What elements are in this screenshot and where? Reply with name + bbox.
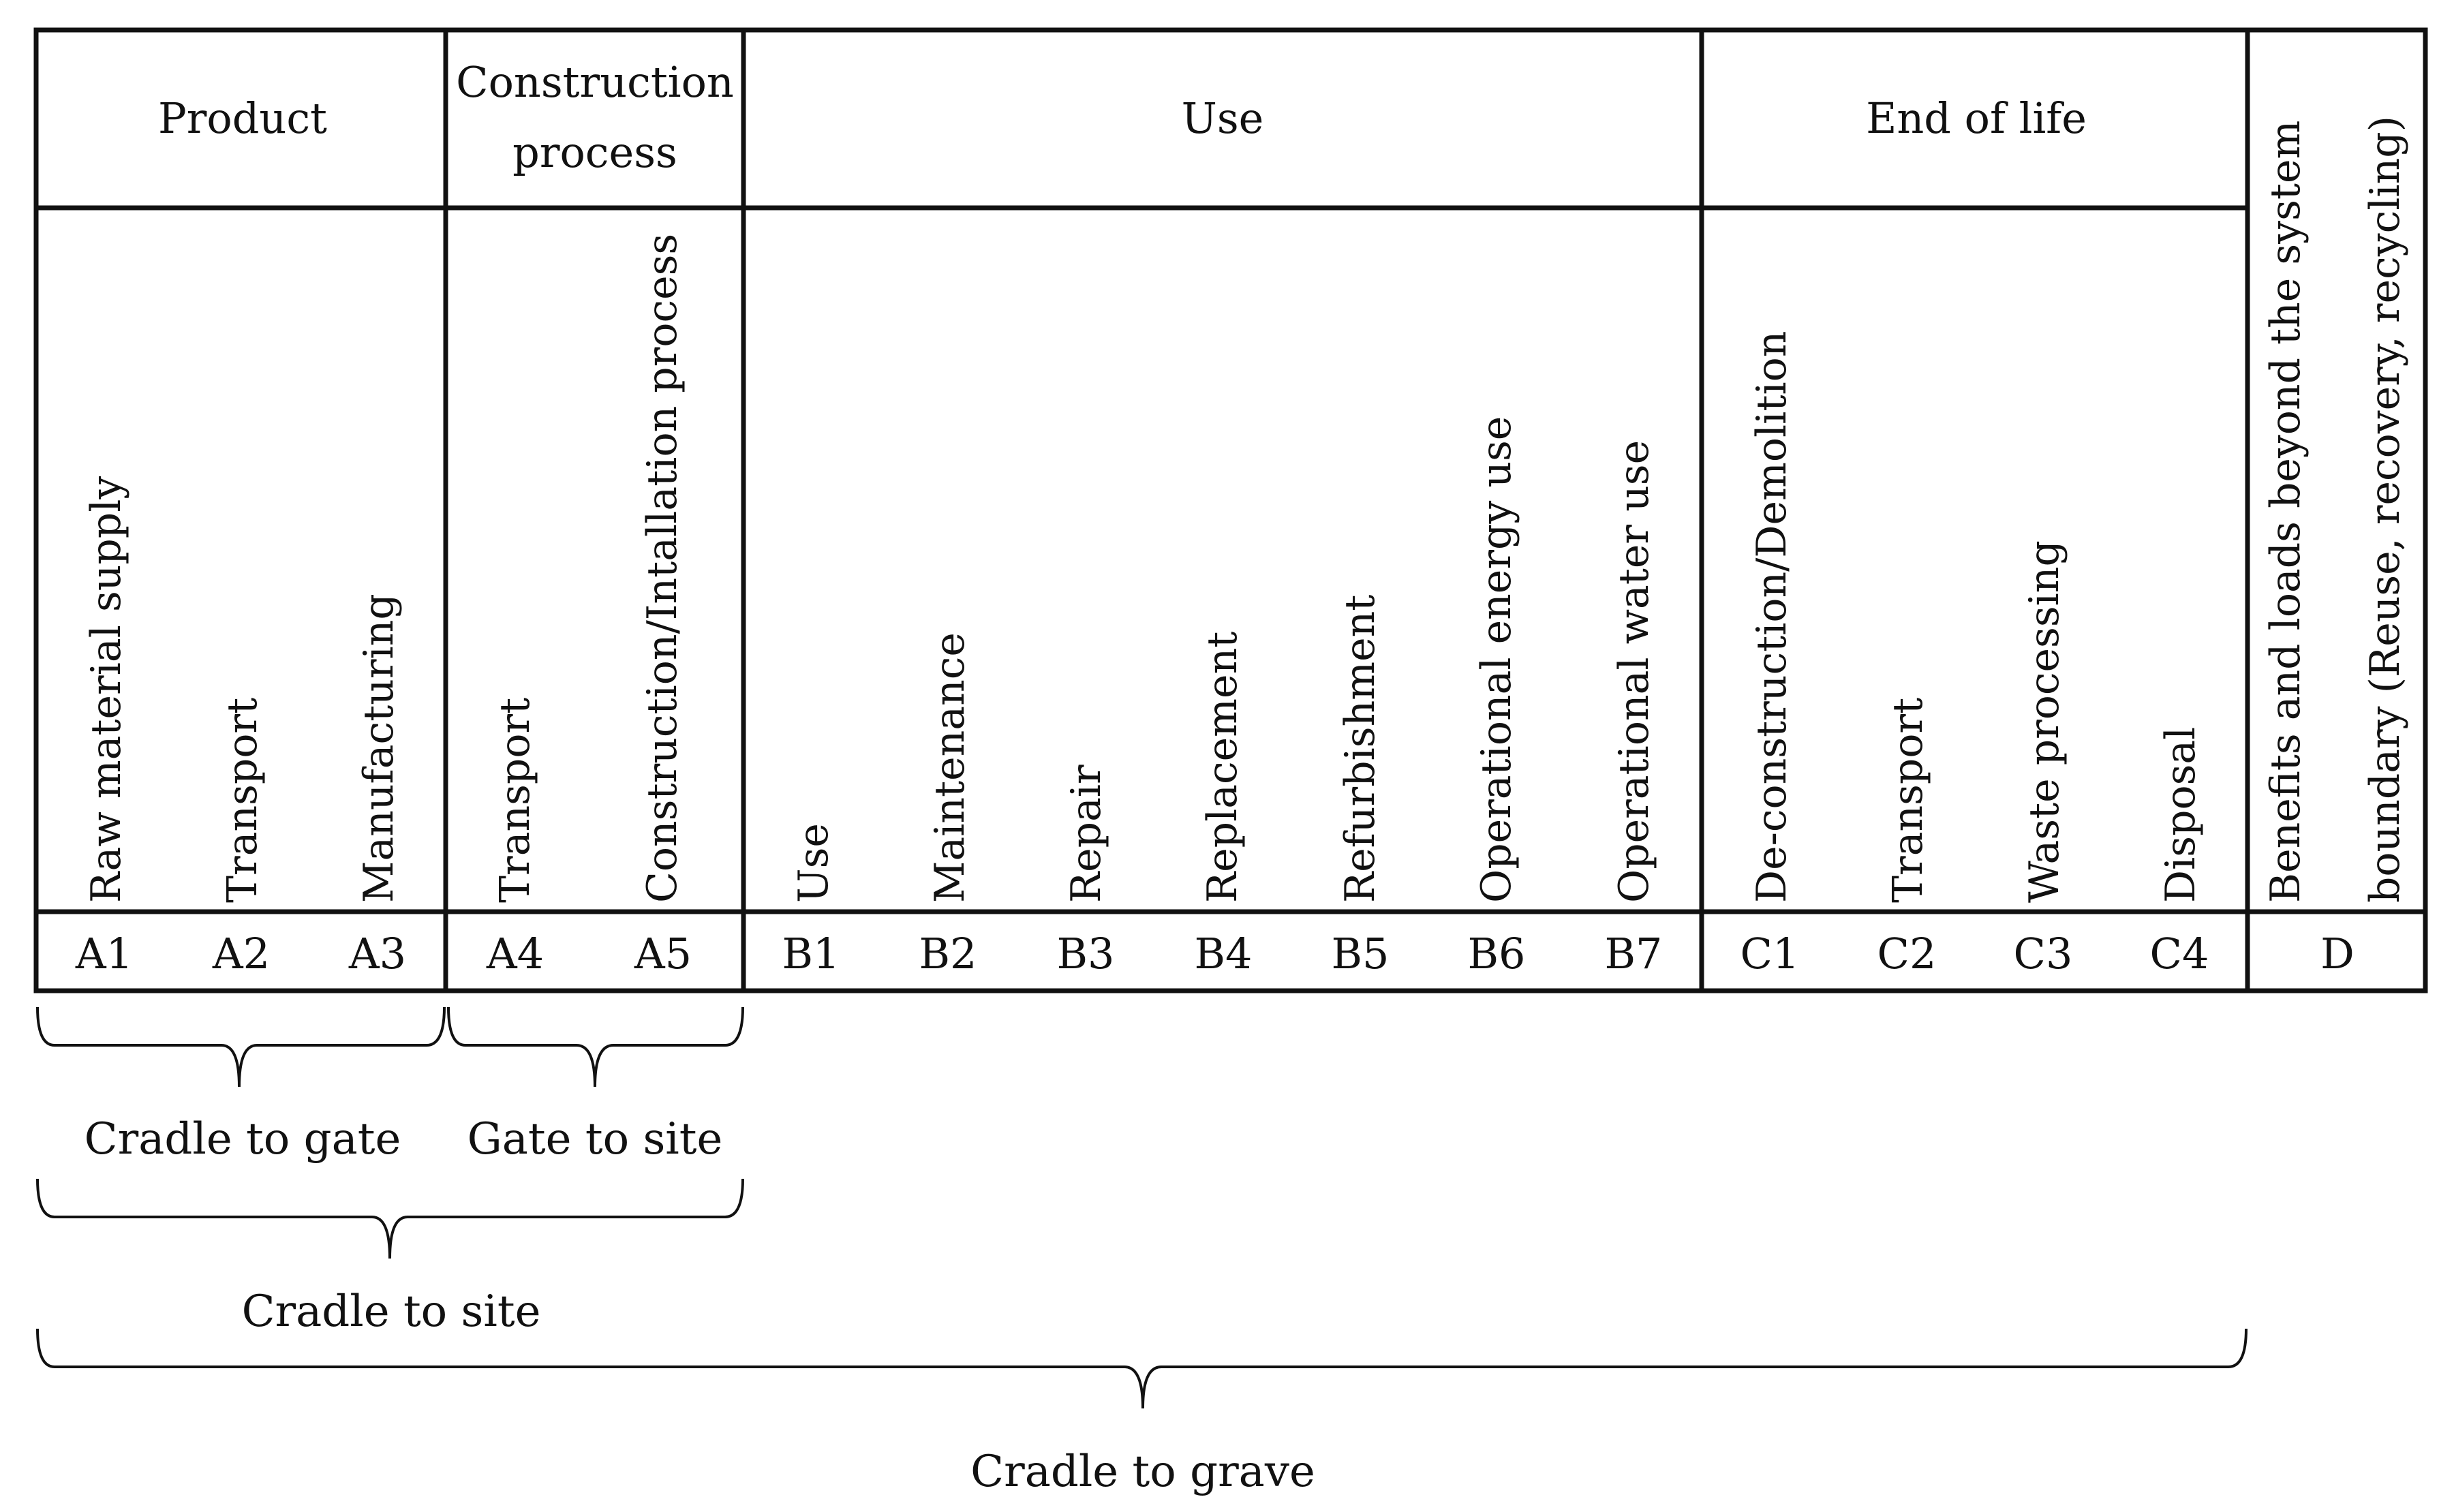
stage-code-c4: C4 <box>2150 929 2209 978</box>
stage-code-b7: B7 <box>1604 929 1662 978</box>
stage-code-b1: B1 <box>782 929 840 978</box>
stage-label-b7: Operational water use <box>1610 440 1658 903</box>
stage-label-a1: Raw material supply <box>82 476 130 903</box>
stage-code-b4: B4 <box>1194 929 1252 978</box>
scope-label-cradle-to-gate: Cradle to gate <box>85 1114 401 1164</box>
stage-label-b2: Maintenance <box>926 632 974 903</box>
scope-label-cradle-to-site: Cradle to site <box>242 1286 541 1337</box>
stage-code-b5: B5 <box>1331 929 1389 978</box>
stage-label-c2: Transport <box>1884 698 1932 903</box>
stage-code-a2: A2 <box>212 929 270 978</box>
stage-code-c3: C3 <box>2014 929 2073 978</box>
table-grid <box>33 27 2428 993</box>
stage-label-b5: Refurbishment <box>1336 595 1384 903</box>
stage-code-b6: B6 <box>1467 929 1525 978</box>
brace-cradle-to-grave <box>36 1328 2248 1409</box>
stage-label-a2: Transport <box>219 698 266 903</box>
stage-code-a5: A5 <box>634 929 692 978</box>
stage-label-b3: Repair <box>1062 765 1110 903</box>
stage-code-a1: A1 <box>75 929 133 978</box>
group-title-d-line1: Benefits and loads beyond the system <box>2262 121 2310 903</box>
stage-label-c3: Waste processing <box>2021 540 2068 903</box>
stage-label-b6: Operational energy use <box>1473 416 1520 903</box>
group-title-use: Use <box>1182 93 1264 143</box>
scope-label-cradle-to-grave: Cradle to grave <box>970 1447 1315 1497</box>
stage-label-b4: Replacement <box>1199 632 1246 903</box>
stage-code-b3: B3 <box>1056 929 1114 978</box>
stage-code-d: D <box>2320 929 2355 978</box>
scope-label-gate-to-site: Gate to site <box>467 1114 723 1164</box>
brace-cradle-to-gate <box>36 1006 446 1087</box>
stage-code-a4: A4 <box>486 929 544 978</box>
stage-label-c1: De-construction/Demolition <box>1748 331 1796 903</box>
stage-label-a5: Construction/Intallation process <box>639 234 686 903</box>
group-title-d-line2: boundary (Reuse, recovery, recycling) <box>2361 116 2409 903</box>
stage-code-b2: B2 <box>919 929 977 978</box>
brace-gate-to-site <box>447 1006 744 1087</box>
stage-label-a4: Transport <box>491 698 539 903</box>
group-title-end-of-life: End of life <box>1866 93 2087 143</box>
stage-label-c4: Disposal <box>2157 727 2205 903</box>
group-title-construction-line2: process <box>512 127 677 177</box>
group-title-product: Product <box>158 93 327 143</box>
group-title-construction-line1: Construction <box>456 57 734 107</box>
stage-code-c2: C2 <box>1877 929 1937 978</box>
stage-labels: Raw material supply Transport Manufactur… <box>82 234 2205 903</box>
stage-code-a3: A3 <box>348 929 406 978</box>
table-border <box>33 27 2428 993</box>
stage-codes: A1 A2 A3 A4 A5 B1 B2 B3 B4 B5 B6 B7 C1 C… <box>75 929 2355 978</box>
brace-cradle-to-site <box>36 1178 744 1259</box>
stage-label-b1: Use <box>790 823 838 903</box>
stage-code-c1: C1 <box>1740 929 1800 978</box>
stage-label-a3: Manufacturing <box>355 593 403 903</box>
